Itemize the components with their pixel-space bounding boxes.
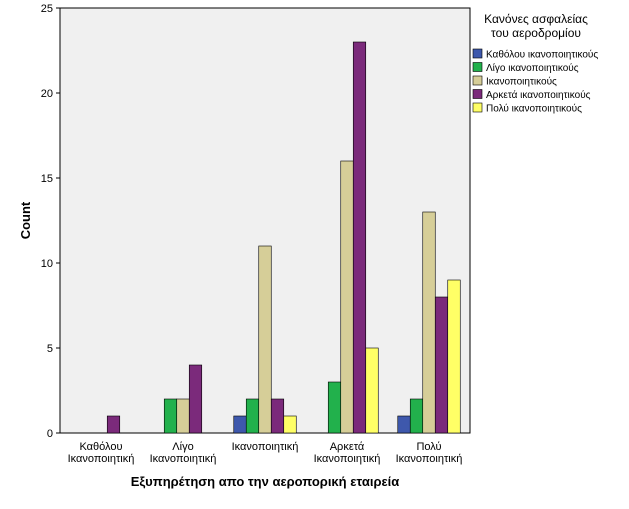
bar: [188, 364, 203, 434]
bar: [327, 381, 342, 434]
legend-swatch: [472, 48, 483, 59]
x-tick-label: Ικανοποιητική: [396, 453, 463, 465]
x-tick-label: Ικανοποιητική: [232, 441, 299, 453]
bar: [245, 398, 260, 434]
bar: [365, 347, 379, 434]
x-tick-label: Πολύ: [416, 441, 441, 453]
x-tick-label: Λίγο: [172, 441, 193, 453]
legend-label: Λίγο ικανοποιητικούς: [486, 62, 579, 74]
bar: [409, 398, 424, 434]
bar: [270, 398, 285, 434]
legend-label: Ικανοποιητικούς: [486, 76, 557, 88]
legend-label: Καθόλου ικανοποιητικούς: [486, 49, 598, 61]
y-tick-label: 15: [41, 173, 53, 185]
y-tick-label: 10: [41, 258, 53, 270]
legend-swatch: [472, 89, 483, 99]
y-tick-label: 20: [41, 88, 53, 100]
y-tick-label: 5: [47, 343, 53, 355]
x-axis-title: Εξυπηρέτηση απο την αεροπορική εταιρεία: [131, 474, 400, 489]
legend-swatch: [472, 102, 483, 113]
bar: [233, 415, 247, 434]
legend-swatch: [472, 62, 483, 72]
bar: [352, 41, 367, 434]
bar: [447, 279, 461, 434]
x-tick-label: Ικανοποιητική: [314, 453, 381, 465]
legend-swatch: [472, 75, 483, 86]
bar: [176, 398, 190, 434]
bar: [422, 211, 436, 434]
x-tick-label: Καθόλου: [79, 441, 122, 453]
bar: [106, 415, 121, 434]
legend-label: Πολύ ικανοποιητικούς: [486, 103, 582, 115]
y-axis-title: Count: [18, 201, 33, 239]
bar: [258, 245, 272, 434]
bar: [397, 415, 411, 434]
x-tick-label: Ικανοποιητική: [150, 453, 217, 465]
y-tick-label: 0: [47, 428, 53, 440]
legend-label: Αρκετά ικανοποιητικούς: [486, 89, 591, 101]
bar: [434, 296, 449, 434]
x-tick-label: Αρκετά: [330, 441, 365, 453]
legend-title: του αεροδρομίου: [491, 26, 581, 40]
bar: [283, 415, 297, 434]
bar: [163, 398, 178, 434]
legend-title: Κανόνες ασφαλείας: [484, 12, 588, 26]
x-tick-label: Ικανοποιητική: [68, 453, 135, 465]
y-tick-label: 25: [41, 3, 53, 15]
bar: [340, 160, 354, 434]
